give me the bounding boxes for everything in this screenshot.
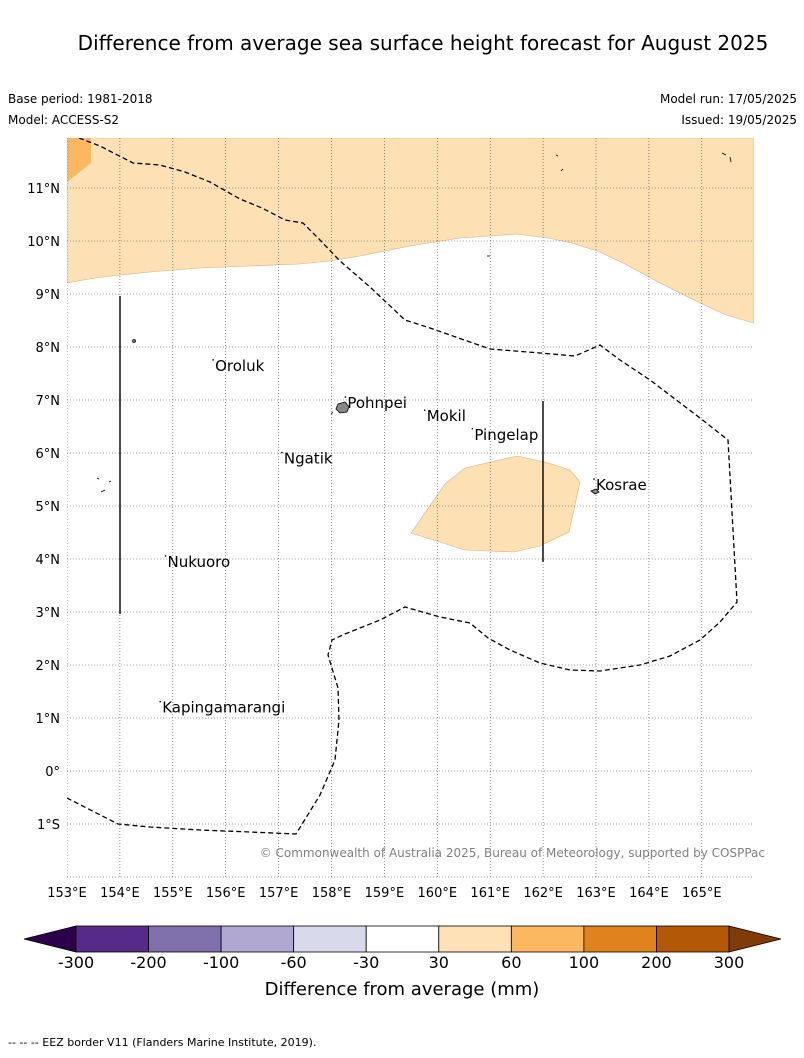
colorbar-segment xyxy=(75,925,149,953)
longitude-tick-label: 156°E xyxy=(206,886,246,901)
latitude-tick-label: 0° xyxy=(45,765,60,780)
longitude-tick-label: 161°E xyxy=(470,886,510,901)
islet-marker xyxy=(721,152,727,156)
islet-marker xyxy=(132,339,136,343)
colorbar-segment xyxy=(365,925,440,953)
colorbar-tick-label: -60 xyxy=(281,953,307,972)
anomaly-region-south xyxy=(410,455,581,553)
colorbar-tick-label: -100 xyxy=(203,953,239,972)
base-period: Base period: 1981-2018 xyxy=(8,92,153,106)
latitude-tick-label: 4°N xyxy=(36,553,61,568)
colorbar-tick-label: 300 xyxy=(714,953,745,972)
longitude-tick-label: 153°E xyxy=(47,886,87,901)
colorbar-segment xyxy=(583,925,657,953)
colorbar-tick-label: 60 xyxy=(501,953,521,972)
latitude-tick-label: 1°S xyxy=(37,818,60,833)
colorbar-tick-label: -200 xyxy=(130,953,166,972)
colorbar-tick-label: -300 xyxy=(58,953,94,972)
colorbar-segment xyxy=(656,925,730,953)
latitude-tick-label: 9°N xyxy=(36,288,61,303)
issued-date: Issued: 19/05/2025 xyxy=(681,113,797,127)
latitude-tick-label: 1°N xyxy=(36,712,61,727)
footer-note: -- -- -- EEZ border V11 (Flanders Marine… xyxy=(8,1036,317,1049)
colorbar-segment xyxy=(438,925,512,953)
pohnpei-island xyxy=(335,401,350,414)
colorbar-segment xyxy=(293,925,367,953)
latitude-tick-label: 10°N xyxy=(27,235,60,250)
map-title: Difference from average sea surface heig… xyxy=(77,31,769,55)
eez-border xyxy=(67,138,738,835)
anomaly-region-northwest xyxy=(67,138,91,182)
place-label: Ngatik xyxy=(284,450,333,468)
longitude-tick-label: 165°E xyxy=(682,886,722,901)
place-label: Pingelap xyxy=(474,426,538,444)
model-name: Model: ACCESS-S2 xyxy=(8,113,120,127)
latitude-tick-label: 8°N xyxy=(36,341,61,356)
kosrae-island xyxy=(590,488,600,495)
longitude-labels: 153°E 154°E 155°E 156°E 157°E 158°E 159°E 160°E… xyxy=(47,886,721,901)
longitude-tick-label: 163°E xyxy=(576,886,616,901)
colorbar-tick-label: 30 xyxy=(429,953,449,972)
place-marker xyxy=(281,451,283,454)
islet-marker xyxy=(555,154,559,157)
islet-marker xyxy=(100,489,106,493)
place-marker xyxy=(212,359,214,361)
place-label: Mokil xyxy=(427,407,466,425)
colorbar-segment xyxy=(148,925,222,953)
place-marker xyxy=(471,427,474,430)
place-marker xyxy=(159,700,162,703)
islet-marker xyxy=(560,168,564,172)
place-marker xyxy=(344,396,347,398)
colorbar-segment xyxy=(220,925,295,953)
latitude-tick-label: 6°N xyxy=(36,447,61,462)
place-label: Kapingamarangi xyxy=(162,699,285,717)
place-marker xyxy=(423,409,426,412)
colorbar-tick-label: 100 xyxy=(569,953,600,972)
place-label: Nukuoro xyxy=(168,553,231,571)
colorbar-over-arrow xyxy=(728,925,782,953)
place-label: Pohnpei xyxy=(347,394,407,412)
longitude-tick-label: 154°E xyxy=(100,886,140,901)
colorbar xyxy=(23,925,782,953)
colorbar-under-arrow xyxy=(23,925,77,953)
longitude-tick-label: 162°E xyxy=(523,886,563,901)
place-marker xyxy=(164,555,167,557)
anomaly-region-north xyxy=(67,138,754,324)
islet-marker xyxy=(729,156,732,163)
map-panel: Oroluk Pohnpei Mokil Pingelap Ngatik Kosrae Nu… xyxy=(67,138,754,878)
latitude-tick-label: 3°N xyxy=(36,606,61,621)
copyright-notice: © Commonwealth of Australia 2025, Bureau… xyxy=(260,846,765,860)
latitude-tick-label: 11°N xyxy=(27,182,60,197)
place-label: Oroluk xyxy=(215,357,264,375)
model-run: Model run: 17/05/2025 xyxy=(659,92,797,106)
longitude-tick-label: 160°E xyxy=(418,886,458,901)
islet-marker xyxy=(96,477,100,480)
longitude-tick-label: 155°E xyxy=(153,886,193,901)
colorbar-labels: -300 -200 -100 -60 -30 30 60 100 200 300 xyxy=(58,953,744,972)
colorbar-tick-label: -30 xyxy=(353,953,379,972)
longitude-tick-label: 157°E xyxy=(259,886,299,901)
longitude-tick-label: 159°E xyxy=(365,886,405,901)
place-labels: Oroluk Pohnpei Mokil Pingelap Ngatik Kosrae Nu… xyxy=(159,357,647,717)
colorbar-tick-label: 200 xyxy=(641,953,672,972)
place-marker xyxy=(593,478,595,480)
latitude-tick-label: 7°N xyxy=(36,394,61,409)
latitude-tick-label: 2°N xyxy=(36,659,61,674)
longitude-tick-label: 164°E xyxy=(629,886,669,901)
longitude-tick-label: 158°E xyxy=(312,886,352,901)
colorbar-segment xyxy=(510,925,585,953)
islet-marker xyxy=(330,411,334,415)
colorbar-title: Difference from average (mm) xyxy=(265,979,540,1000)
latitude-tick-label: 5°N xyxy=(36,500,61,515)
islet-marker xyxy=(108,480,112,483)
islands xyxy=(96,152,732,495)
place-label: Kosrae xyxy=(596,476,647,494)
latitude-labels: 11°N 10°N 9°N 8°N 7°N 6°N 5°N 4°N 3°N 2°N 1°N 0° 1°S xyxy=(27,182,60,833)
